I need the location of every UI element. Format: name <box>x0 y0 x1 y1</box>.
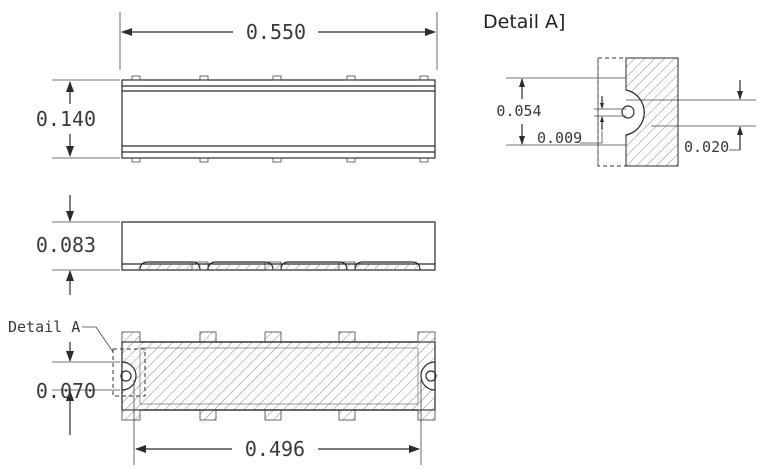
dimension-height-top-view: 0.140 <box>36 79 120 159</box>
detail-a-callout: Detail A <box>8 318 114 353</box>
side-view <box>121 221 436 271</box>
dim-slot-width-label: 0.070 <box>36 379 96 403</box>
dimension-thickness-side-view: 0.083 <box>36 195 120 295</box>
dim-span-label: 0.496 <box>245 437 305 461</box>
dim-thickness-label: 0.083 <box>36 233 96 257</box>
dimension-terminal-span: 0.496 <box>133 380 422 465</box>
dim-overall-length-label: 0.550 <box>246 20 306 44</box>
detail-a-callout-label: Detail A <box>8 318 80 336</box>
detail-a-title: Detail A] <box>483 11 565 33</box>
detail-a-view: Detail A] 0.054 0.009 0.020 <box>483 11 756 167</box>
top-view <box>121 75 436 163</box>
detail-dim-notch-depth: 0.020 <box>684 138 729 156</box>
detail-dim-slot-height: 0.054 <box>496 102 541 120</box>
bottom-view <box>112 331 437 421</box>
dimension-overall-length: 0.550 <box>119 12 438 70</box>
detail-dim-notch-radius: 0.009 <box>537 129 582 147</box>
dim-height-label: 0.140 <box>36 107 96 131</box>
dimension-slot-width: 0.070 <box>36 342 120 435</box>
